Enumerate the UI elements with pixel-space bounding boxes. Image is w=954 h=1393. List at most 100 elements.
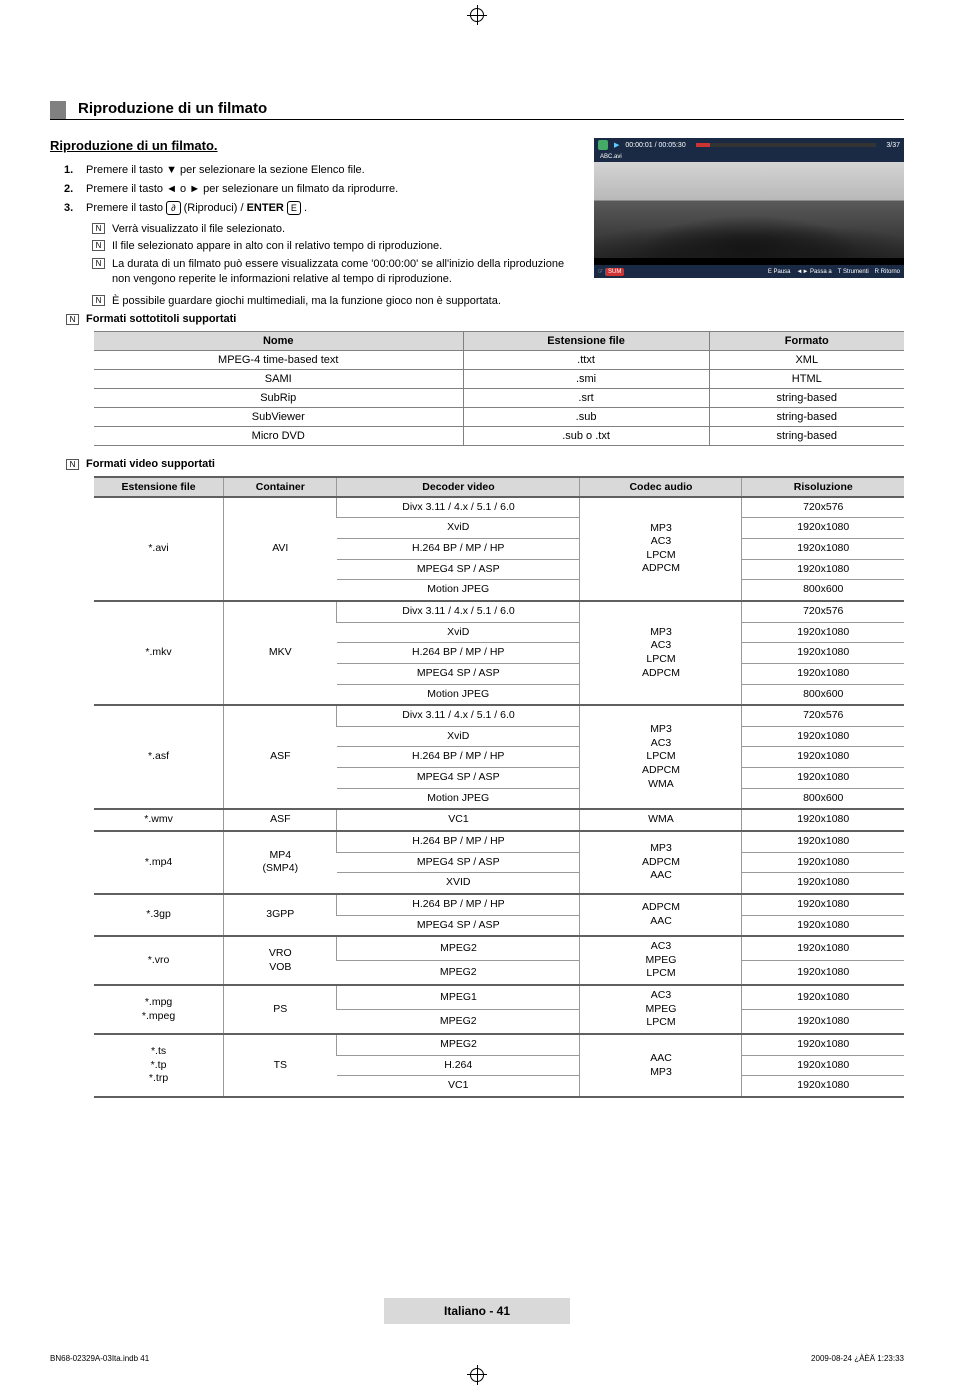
cell-resolution: 720x576 — [742, 497, 904, 518]
note-icon: N — [92, 240, 105, 251]
step-text-after: . — [304, 202, 307, 214]
cell-resolution: 1920x1080 — [742, 663, 904, 684]
table-cell: .smi — [463, 369, 709, 388]
play-icon: ∂ — [166, 201, 180, 215]
table-row: *.wmvASFVC1WMA1920x1080 — [94, 809, 904, 831]
cell-resolution: 1920x1080 — [742, 1034, 904, 1055]
cell-decoder: H.264 BP / MP / HP — [337, 643, 580, 664]
cell-ext: *.asf — [94, 705, 224, 809]
cell-decoder: VC1 — [337, 1076, 580, 1097]
cell-ext: *.avi — [94, 497, 224, 601]
registration-mark-bottom — [470, 1368, 484, 1385]
cell-decoder: MPEG2 — [337, 936, 580, 960]
cell-container: AVI — [224, 497, 337, 601]
cell-resolution: 1920x1080 — [742, 518, 904, 539]
cell-decoder: Motion JPEG — [337, 788, 580, 809]
step-num: 1. — [64, 163, 73, 178]
table-cell: XML — [709, 350, 904, 369]
cell-decoder: MPEG4 SP / ASP — [337, 559, 580, 580]
table-row: *.mkvMKVDivx 3.11 / 4.x / 5.1 / 6.0MP3AC… — [94, 601, 904, 622]
cell-resolution: 800x600 — [742, 684, 904, 705]
table-cell: .ttxt — [463, 350, 709, 369]
control-tools: T Strumenti — [838, 269, 869, 275]
table-row: SAMI.smiHTML — [94, 369, 904, 388]
cell-resolution: 1920x1080 — [742, 936, 904, 960]
cell-decoder: MPEG4 SP / ASP — [337, 663, 580, 684]
control-skip: ◄► Passa a — [797, 269, 832, 275]
cell-decoder: MPEG2 — [337, 1010, 580, 1034]
step-text-mid: (Riproduci) / — [184, 202, 247, 214]
note-item: NÈ possibile guardare giochi multimedial… — [112, 294, 904, 309]
note-item: NIl file selezionato appare in alto con … — [112, 239, 580, 254]
note-text: È possibile guardare giochi multimediali… — [112, 295, 501, 307]
cell-resolution: 1920x1080 — [742, 539, 904, 560]
notes-list: N Verrà visualizzato il file selezionato.… — [50, 222, 580, 287]
table-row: SubViewer.substring-based — [94, 407, 904, 426]
table-cell: string-based — [709, 388, 904, 407]
cell-decoder: H.264 BP / MP / HP — [337, 831, 580, 852]
cell-resolution: 800x600 — [742, 788, 904, 809]
cell-container: MP4(SMP4) — [224, 831, 337, 894]
cell-decoder: Divx 3.11 / 4.x / 5.1 / 6.0 — [337, 497, 580, 518]
table-row: *.vroVROVOBMPEG2AC3MPEGLPCM1920x1080 — [94, 936, 904, 960]
note-icon: N — [92, 223, 105, 234]
table-cell: Micro DVD — [94, 426, 463, 445]
video-player-preview: ▶ 00:00:01 / 00:05:30 3/37 ABC.avi ☞ SUM… — [594, 138, 904, 278]
cell-resolution: 800x600 — [742, 580, 904, 601]
cell-resolution: 1920x1080 — [742, 852, 904, 873]
note-icon: N — [66, 314, 79, 325]
cell-resolution: 720x576 — [742, 601, 904, 622]
cell-container: 3GPP — [224, 894, 337, 936]
cell-audio: AC3MPEGLPCM — [580, 936, 742, 985]
steps-list: 1. Premere il tasto ▼ per selezionare la… — [50, 163, 580, 216]
section-title: Riproduzione di un filmato — [78, 100, 267, 119]
cell-decoder: H.264 BP / MP / HP — [337, 539, 580, 560]
table-row: *.ts*.tp*.trpTSMPEG2AACMP31920x1080 — [94, 1034, 904, 1055]
cell-decoder: VC1 — [337, 809, 580, 831]
note-text: Verrà visualizzato il file selezionato. — [112, 223, 285, 235]
step-3: 3. Premere il tasto ∂ (Riproduci) / ENTE… — [86, 201, 580, 216]
step-1: 1. Premere il tasto ▼ per selezionare la… — [86, 163, 580, 178]
subtitle-formats-label: N Formati sottotitoli supportati — [50, 313, 904, 325]
table-cell: MPEG-4 time-based text — [94, 350, 463, 369]
step-num: 3. — [64, 201, 73, 216]
cell-audio: ADPCMAAC — [580, 894, 742, 936]
table-row: MPEG-4 time-based text.ttxtXML — [94, 350, 904, 369]
step-text: Premere il tasto ▼ per selezionare la se… — [86, 164, 365, 176]
step-text: Premere il tasto ◄ o ► per selezionare u… — [86, 183, 398, 195]
control-return: R Ritorno — [875, 269, 900, 275]
col-ext: Estensione file — [463, 331, 709, 350]
cell-decoder: Divx 3.11 / 4.x / 5.1 / 6.0 — [337, 601, 580, 622]
cell-audio: MP3ADPCMAAC — [580, 831, 742, 894]
enter-label: ENTER — [247, 202, 284, 214]
cell-decoder: XviD — [337, 518, 580, 539]
step-text-before: Premere il tasto — [86, 202, 166, 214]
footer-page-label: Italiano - 41 — [384, 1298, 570, 1324]
note-text: Il file selezionato appare in alto con i… — [112, 240, 442, 252]
cell-resolution: 1920x1080 — [742, 768, 904, 789]
cell-decoder: Motion JPEG — [337, 684, 580, 705]
subsection-title: Riproduzione di un filmato. — [50, 138, 580, 153]
cell-decoder: H.264 BP / MP / HP — [337, 894, 580, 915]
cell-container: MKV — [224, 601, 337, 705]
table-cell: .srt — [463, 388, 709, 407]
cell-ext: *.mp4 — [94, 831, 224, 894]
cell-container: PS — [224, 985, 337, 1034]
cell-decoder: MPEG2 — [337, 961, 580, 985]
table-row: SubRip.srtstring-based — [94, 388, 904, 407]
player-controls: E Pausa ◄► Passa a T Strumenti R Ritorno — [768, 269, 900, 275]
table-cell: string-based — [709, 407, 904, 426]
cell-audio: MP3AC3LPCMADPCM — [580, 497, 742, 601]
table-row: Micro DVD.sub o .txtstring-based — [94, 426, 904, 445]
subtitle-formats-table: Nome Estensione file Formato MPEG-4 time… — [94, 331, 904, 446]
table-row: *.asfASFDivx 3.11 / 4.x / 5.1 / 6.0MP3AC… — [94, 705, 904, 726]
control-pause: E Pausa — [768, 269, 791, 275]
footer-meta: BN68-02329A-03Ita.indb 41 2009-08-24 ¿ÀÈ… — [50, 1354, 904, 1363]
cell-audio: WMA — [580, 809, 742, 831]
table-row: *.mp4MP4(SMP4)H.264 BP / MP / HPMP3ADPCM… — [94, 831, 904, 852]
note-icon: N — [92, 295, 105, 306]
player-counter: 3/37 — [886, 142, 900, 149]
cell-ext: *.mpg*.mpeg — [94, 985, 224, 1034]
player-filename: ABC.avi — [594, 152, 904, 162]
cell-decoder: XviD — [337, 726, 580, 747]
